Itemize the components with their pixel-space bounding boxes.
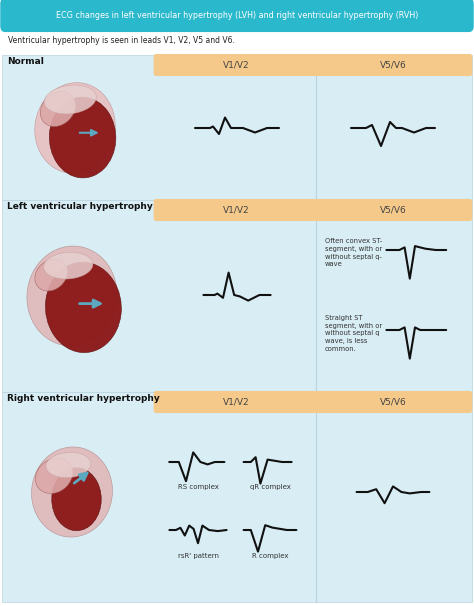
Ellipse shape xyxy=(44,85,96,114)
Ellipse shape xyxy=(44,252,93,279)
Ellipse shape xyxy=(27,246,117,346)
Text: qR complex: qR complex xyxy=(250,484,291,490)
Ellipse shape xyxy=(46,452,91,478)
FancyBboxPatch shape xyxy=(154,199,319,221)
FancyBboxPatch shape xyxy=(0,0,474,32)
FancyBboxPatch shape xyxy=(314,54,473,76)
FancyBboxPatch shape xyxy=(314,391,473,413)
Text: V1/V2: V1/V2 xyxy=(223,398,249,407)
FancyBboxPatch shape xyxy=(154,391,319,413)
FancyBboxPatch shape xyxy=(154,54,319,76)
FancyBboxPatch shape xyxy=(2,200,472,392)
Text: V5/V6: V5/V6 xyxy=(380,398,406,407)
Text: Often convex ST-
segment, with or
without septal q-
wave: Often convex ST- segment, with or withou… xyxy=(325,238,382,267)
Ellipse shape xyxy=(36,458,73,493)
Text: Straight ST
segment, with or
without septal q
wave, is less
common.: Straight ST segment, with or without sep… xyxy=(325,315,382,352)
Ellipse shape xyxy=(32,447,112,537)
Ellipse shape xyxy=(35,259,67,291)
Text: RS complex: RS complex xyxy=(178,484,219,490)
Text: Left ventricular hypertrophy: Left ventricular hypertrophy xyxy=(7,202,153,211)
Ellipse shape xyxy=(35,82,115,173)
Text: V5/V6: V5/V6 xyxy=(380,205,406,215)
Text: rsR' pattern: rsR' pattern xyxy=(177,553,219,559)
Ellipse shape xyxy=(46,262,121,353)
Text: V1/V2: V1/V2 xyxy=(223,205,249,215)
Ellipse shape xyxy=(40,92,75,127)
FancyBboxPatch shape xyxy=(314,199,473,221)
Ellipse shape xyxy=(52,468,101,531)
Text: Normal: Normal xyxy=(7,57,44,66)
Text: V1/V2: V1/V2 xyxy=(223,61,249,70)
FancyBboxPatch shape xyxy=(2,392,472,602)
Text: Ventricular hypertrophy is seen in leads V1, V2, V5 and V6.: Ventricular hypertrophy is seen in leads… xyxy=(8,36,235,45)
Text: Right ventricular hypertrophy: Right ventricular hypertrophy xyxy=(7,394,160,403)
Text: ECG changes in left ventricular hypertrophy (LVH) and right ventricular hypertro: ECG changes in left ventricular hypertro… xyxy=(56,10,418,19)
FancyBboxPatch shape xyxy=(2,55,472,200)
Text: V5/V6: V5/V6 xyxy=(380,61,406,70)
Ellipse shape xyxy=(49,97,116,178)
Text: R complex: R complex xyxy=(252,553,288,559)
